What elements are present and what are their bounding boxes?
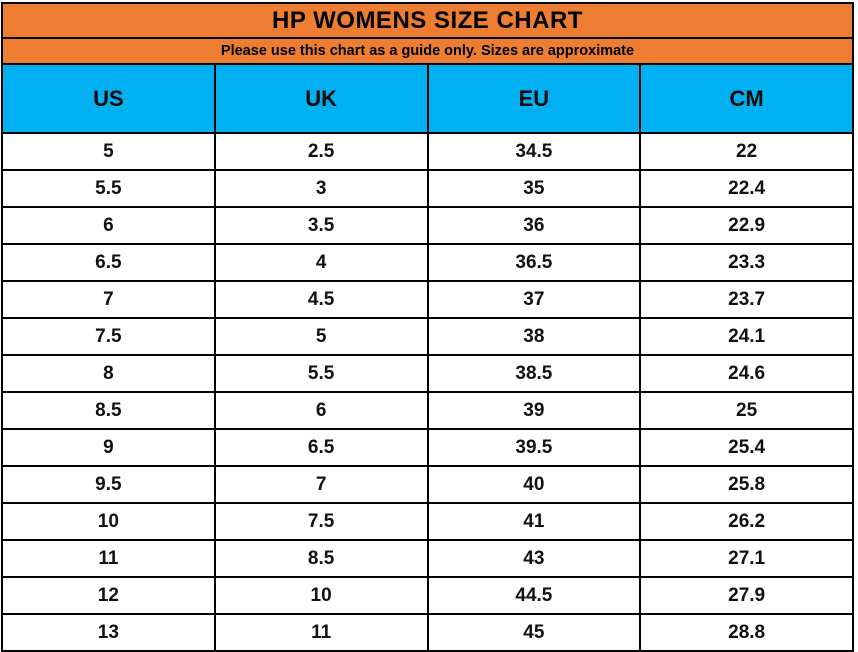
size-cell: 25: [639, 391, 854, 430]
size-cell: 8.5: [1, 391, 216, 430]
size-cell: 8: [1, 354, 216, 393]
size-cell: 37: [426, 280, 642, 319]
size-cell: 22.9: [639, 206, 854, 245]
size-cell: 28.8: [639, 613, 854, 652]
size-cell: 25.4: [639, 428, 854, 467]
size-cell: 5.5: [1, 169, 216, 208]
size-cell: 22.4: [639, 169, 854, 208]
title-row: HP WOMENS SIZE CHART: [1, 2, 854, 39]
size-cell: 36.5: [426, 243, 642, 282]
size-cell: 25.8: [639, 465, 854, 504]
size-cell: 40: [426, 465, 642, 504]
size-cell: 26.2: [639, 502, 854, 541]
table-row: 10 7.5 41 26.2: [1, 502, 854, 541]
size-cell: 39: [426, 391, 642, 430]
size-cell: 9.5: [1, 465, 216, 504]
size-cell: 13: [1, 613, 216, 652]
column-header-row: US UK EU CM: [1, 63, 854, 134]
column-header-cm: CM: [639, 63, 854, 134]
size-cell: 2.5: [213, 132, 429, 171]
size-cell: 23.3: [639, 243, 854, 282]
size-cell: 24.6: [639, 354, 854, 393]
size-cell: 3.5: [213, 206, 429, 245]
size-cell: 36: [426, 206, 642, 245]
size-cell: 27.9: [639, 576, 854, 615]
size-cell: 7: [1, 280, 216, 319]
size-cell: 24.1: [639, 317, 854, 356]
size-cell: 3: [213, 169, 429, 208]
size-cell: 44.5: [426, 576, 642, 615]
table-row: 5.5 3 35 22.4: [1, 169, 854, 208]
size-cell: 22: [639, 132, 854, 171]
size-cell: 5.5: [213, 354, 429, 393]
size-cell: 43: [426, 539, 642, 578]
size-cell: 35: [426, 169, 642, 208]
column-header-eu: EU: [426, 63, 642, 134]
column-header-us: US: [1, 63, 216, 134]
size-cell: 38.5: [426, 354, 642, 393]
table-row: 11 8.5 43 27.1: [1, 539, 854, 578]
size-cell: 45: [426, 613, 642, 652]
size-cell: 6: [213, 391, 429, 430]
table-row: 7 4.5 37 23.7: [1, 280, 854, 319]
size-cell: 27.1: [639, 539, 854, 578]
table-row: 13 11 45 28.8: [1, 613, 854, 652]
size-cell: 10: [213, 576, 429, 615]
size-cell: 7.5: [1, 317, 216, 356]
table-row: 8.5 6 39 25: [1, 391, 854, 430]
size-cell: 4: [213, 243, 429, 282]
size-cell: 7.5: [213, 502, 429, 541]
size-table-body: 5 2.5 34.5 22 5.5 3 35 22.4 6 3.5 36 22.9 6.5 4 36.5 23…: [1, 132, 854, 652]
table-row: 5 2.5 34.5 22: [1, 132, 854, 171]
size-cell: 34.5: [426, 132, 642, 171]
size-cell: 9: [1, 428, 216, 467]
table-row: 12 10 44.5 27.9: [1, 576, 854, 615]
table-row: 9 6.5 39.5 25.4: [1, 428, 854, 467]
size-cell: 5: [213, 317, 429, 356]
size-cell: 39.5: [426, 428, 642, 467]
size-cell: 6.5: [213, 428, 429, 467]
size-cell: 11: [213, 613, 429, 652]
size-cell: 8.5: [213, 539, 429, 578]
table-row: 7.5 5 38 24.1: [1, 317, 854, 356]
size-cell: 12: [1, 576, 216, 615]
size-cell: 41: [426, 502, 642, 541]
chart-title: HP WOMENS SIZE CHART: [1, 2, 854, 39]
size-cell: 10: [1, 502, 216, 541]
table-row: 9.5 7 40 25.8: [1, 465, 854, 504]
size-cell: 6: [1, 206, 216, 245]
table-row: 6.5 4 36.5 23.3: [1, 243, 854, 282]
column-header-uk: UK: [213, 63, 429, 134]
subtitle-row: Please use this chart as a guide only. S…: [1, 37, 854, 65]
table-row: 8 5.5 38.5 24.6: [1, 354, 854, 393]
size-cell: 4.5: [213, 280, 429, 319]
size-cell: 23.7: [639, 280, 854, 319]
size-cell: 11: [1, 539, 216, 578]
size-cell: 7: [213, 465, 429, 504]
chart-subtitle: Please use this chart as a guide only. S…: [1, 37, 854, 65]
table-row: 6 3.5 36 22.9: [1, 206, 854, 245]
size-cell: 5: [1, 132, 216, 171]
size-cell: 6.5: [1, 243, 216, 282]
size-cell: 38: [426, 317, 642, 356]
